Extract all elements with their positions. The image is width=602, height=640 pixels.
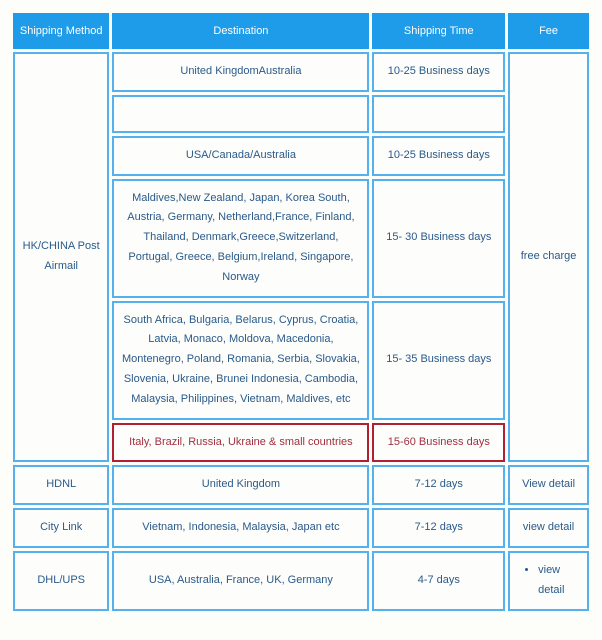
fee-citylink[interactable]: view detail [508,508,589,548]
header-fee: Fee [508,13,589,49]
dest-cell: United Kingdom [112,465,369,505]
table-row: City Link Vietnam, Indonesia, Malaysia, … [13,508,589,548]
dest-cell: USA, Australia, France, UK, Germany [112,551,369,611]
time-cell: 7-12 days [372,465,505,505]
header-row: Shipping Method Destination Shipping Tim… [13,13,589,49]
time-cell: 15-60 Business days [372,423,505,463]
dest-cell [112,95,369,133]
dest-cell: Vietnam, Indonesia, Malaysia, Japan etc [112,508,369,548]
method-hkchina: HK/CHINA Post Airmail [13,52,109,462]
fee-hdnl[interactable]: View detail [508,465,589,505]
header-time: Shipping Time [372,13,505,49]
time-cell: 15- 30 Business days [372,179,505,298]
time-cell: 15- 35 Business days [372,301,505,420]
header-method: Shipping Method [13,13,109,49]
time-cell [372,95,505,133]
dest-cell: USA/Canada/Australia [112,136,369,176]
table-row: HDNL United Kingdom 7-12 days View detai… [13,465,589,505]
table-row: HK/CHINA Post Airmail United KingdomAust… [13,52,589,92]
fee-dhlups[interactable]: view detail [508,551,589,611]
time-cell: 4-7 days [372,551,505,611]
table-row: DHL/UPS USA, Australia, France, UK, Germ… [13,551,589,611]
dest-cell: South Africa, Bulgaria, Belarus, Cyprus,… [112,301,369,420]
dest-cell: Maldives,New Zealand, Japan, Korea South… [112,179,369,298]
time-cell: 7-12 days [372,508,505,548]
dest-cell: United KingdomAustralia [112,52,369,92]
header-destination: Destination [112,13,369,49]
method-dhlups: DHL/UPS [13,551,109,611]
fee-dhlups-link[interactable]: view detail [538,561,581,601]
time-cell: 10-25 Business days [372,136,505,176]
fee-hkchina: free charge [508,52,589,462]
shipping-table: Shipping Method Destination Shipping Tim… [10,10,592,614]
method-citylink: City Link [13,508,109,548]
method-hdnl: HDNL [13,465,109,505]
dest-cell: Italy, Brazil, Russia, Ukraine & small c… [112,423,369,463]
time-cell: 10-25 Business days [372,52,505,92]
